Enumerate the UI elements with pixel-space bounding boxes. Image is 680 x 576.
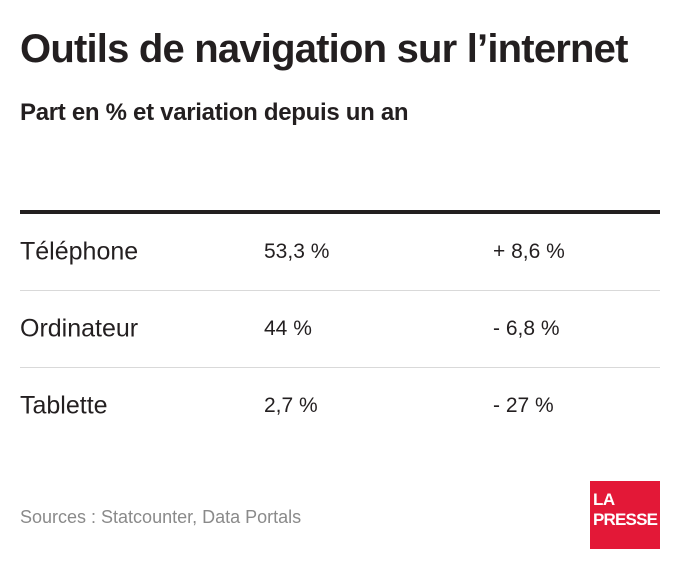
table-row: Tablette 2,7 % - 27 % [20,368,660,444]
la-presse-logo: LA PRESSE [590,481,660,549]
page-subtitle: Part en % et variation depuis un an [20,99,409,126]
row-label: Tablette [20,391,108,420]
logo-line-1: LA [593,490,615,509]
logo-line-2: PRESSE [593,510,658,529]
table-row: Téléphone 53,3 % + 8,6 % [20,214,660,291]
source-note: Sources : Statcounter, Data Portals [20,507,302,527]
row-change-value: - 6,8 % [493,317,560,340]
data-table: Téléphone 53,3 % + 8,6 % Ordinateur 44 %… [20,210,660,444]
row-share-value: 44 % [264,317,312,340]
row-label: Ordinateur [20,314,139,343]
page-title: Outils de navigation sur l’internet [20,27,628,71]
row-share-value: 53,3 % [264,240,330,263]
row-change-value: - 27 % [493,394,554,417]
table-row: Ordinateur 44 % - 6,8 % [20,291,660,368]
row-label: Téléphone [20,237,139,266]
row-share-value: 2,7 % [264,394,318,417]
row-change-value: + 8,6 % [493,240,565,263]
